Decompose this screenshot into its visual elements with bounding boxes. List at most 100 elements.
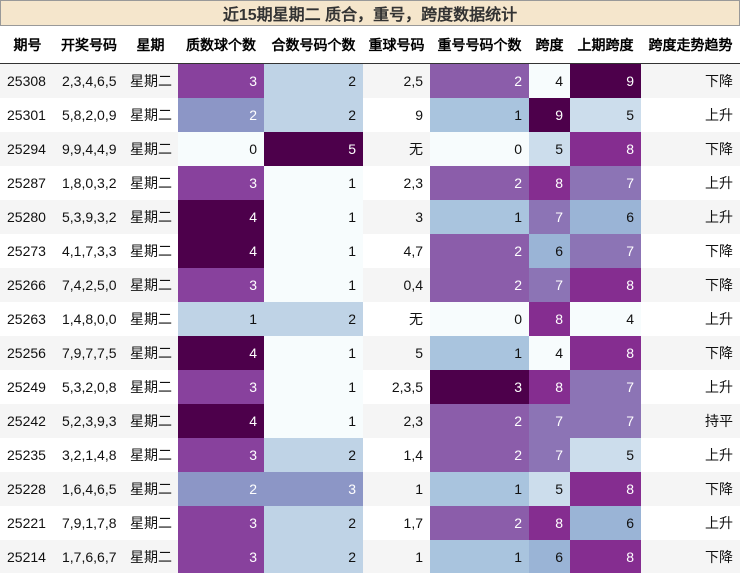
heat-cell: 7 <box>529 438 570 472</box>
table-cell: 上升 <box>705 379 733 395</box>
heat-cell: 2 <box>264 506 363 540</box>
heat-cell: 1 <box>430 336 529 370</box>
heat-cell: 6 <box>529 540 570 573</box>
heat-cell: 2 <box>178 98 264 132</box>
table-cell: 下降 <box>705 549 733 565</box>
table-cell: 下降 <box>705 277 733 293</box>
heat-cell: 3 <box>178 438 264 472</box>
table-cell: 4,1,7,3,3 <box>62 243 117 259</box>
heat-cell: 2 <box>264 302 363 336</box>
table-cell: 7,9,7,7,5 <box>62 345 117 361</box>
heat-cell: 1 <box>264 200 363 234</box>
column-header: 期号 <box>13 37 42 53</box>
table-cell: 4,7 <box>403 243 423 259</box>
header-rule <box>0 63 740 64</box>
table-cell: 星期二 <box>130 107 172 123</box>
heat-cell: 3 <box>178 64 264 98</box>
heat-cell: 7 <box>570 370 641 404</box>
column-header: 重球号码 <box>368 37 425 53</box>
table-cell: 25308 <box>7 73 46 89</box>
heat-cell: 2 <box>430 64 529 98</box>
heat-cell: 8 <box>529 302 570 336</box>
heat-cell: 5 <box>570 98 641 132</box>
table-cell: 0,4 <box>403 277 423 293</box>
table-title: 近15期星期二 质合，重号，跨度数据统计 <box>0 0 740 26</box>
heat-cell: 9 <box>570 64 641 98</box>
heat-cell: 4 <box>178 234 264 268</box>
heat-cell: 2 <box>430 506 529 540</box>
table-cell: 下降 <box>705 481 733 497</box>
table-cell: 上升 <box>705 447 733 463</box>
table-cell: 持平 <box>705 413 733 429</box>
table-cell: 5,3,9,3,2 <box>62 209 117 225</box>
heat-cell: 0 <box>178 132 264 166</box>
table-cell: 上升 <box>705 107 733 123</box>
heat-cell: 7 <box>529 200 570 234</box>
heat-cell: 3 <box>178 540 264 573</box>
heat-cell: 6 <box>570 506 641 540</box>
table-cell: 星期二 <box>130 73 172 89</box>
table-cell: 无 <box>409 311 423 327</box>
heat-cell: 1 <box>264 234 363 268</box>
heat-cell: 2 <box>430 166 529 200</box>
table-cell: 25242 <box>7 413 46 429</box>
heat-cell: 8 <box>570 336 641 370</box>
table-cell: 5 <box>415 345 423 361</box>
heat-cell: 2 <box>264 64 363 98</box>
table-cell: 上升 <box>705 209 733 225</box>
heat-cell: 8 <box>570 268 641 302</box>
table-cell: 星期二 <box>130 277 172 293</box>
table-cell: 7,4,2,5,0 <box>62 277 117 293</box>
table-cell: 下降 <box>705 73 733 89</box>
table-cell: 星期二 <box>130 447 172 463</box>
heat-cell: 4 <box>178 200 264 234</box>
heat-cell: 5 <box>264 132 363 166</box>
table-cell: 5,8,2,0,9 <box>62 107 117 123</box>
heat-cell: 1 <box>264 404 363 438</box>
table-cell: 25280 <box>7 209 46 225</box>
table-cell: 25266 <box>7 277 46 293</box>
heat-cell: 3 <box>178 268 264 302</box>
table-cell: 上升 <box>705 515 733 531</box>
column-header: 跨度 <box>535 37 564 53</box>
table-cell: 1,6,4,6,5 <box>62 481 117 497</box>
heat-cell: 1 <box>264 336 363 370</box>
heat-cell: 2 <box>430 404 529 438</box>
heat-cell: 1 <box>178 302 264 336</box>
table-cell: 下降 <box>705 243 733 259</box>
table-cell: 无 <box>409 141 423 157</box>
heat-cell: 6 <box>529 234 570 268</box>
column-header: 合数号码个数 <box>271 37 356 53</box>
heat-cell: 4 <box>178 404 264 438</box>
heat-cell: 4 <box>529 336 570 370</box>
table-cell: 3,2,1,4,8 <box>62 447 117 463</box>
table-cell: 1,7,6,6,7 <box>62 549 117 565</box>
heat-cell: 1 <box>430 98 529 132</box>
heat-cell: 7 <box>529 268 570 302</box>
table-cell: 5,2,3,9,3 <box>62 413 117 429</box>
heat-cell: 1 <box>264 166 363 200</box>
table-cell: 1 <box>415 481 423 497</box>
heat-cell: 0 <box>430 132 529 166</box>
heat-cell: 1 <box>264 268 363 302</box>
table-cell: 25287 <box>7 175 46 191</box>
heat-cell: 2 <box>264 98 363 132</box>
table-cell: 25214 <box>7 549 46 565</box>
table-cell: 1,8,0,3,2 <box>62 175 117 191</box>
table-cell: 星期二 <box>130 141 172 157</box>
heat-cell: 7 <box>570 166 641 200</box>
heat-cell: 7 <box>570 404 641 438</box>
table-cell: 25273 <box>7 243 46 259</box>
table-cell: 上升 <box>705 175 733 191</box>
table-cell: 25256 <box>7 345 46 361</box>
table-cell: 星期二 <box>130 345 172 361</box>
table-cell: 1 <box>415 549 423 565</box>
heat-cell: 4 <box>570 302 641 336</box>
table-cell: 2,3,5 <box>391 379 423 395</box>
table-cell: 1,7 <box>403 515 423 531</box>
table-cell: 星期二 <box>130 481 172 497</box>
table-cell: 9 <box>415 107 423 123</box>
column-header: 星期 <box>136 37 165 53</box>
heat-cell: 1 <box>264 370 363 404</box>
